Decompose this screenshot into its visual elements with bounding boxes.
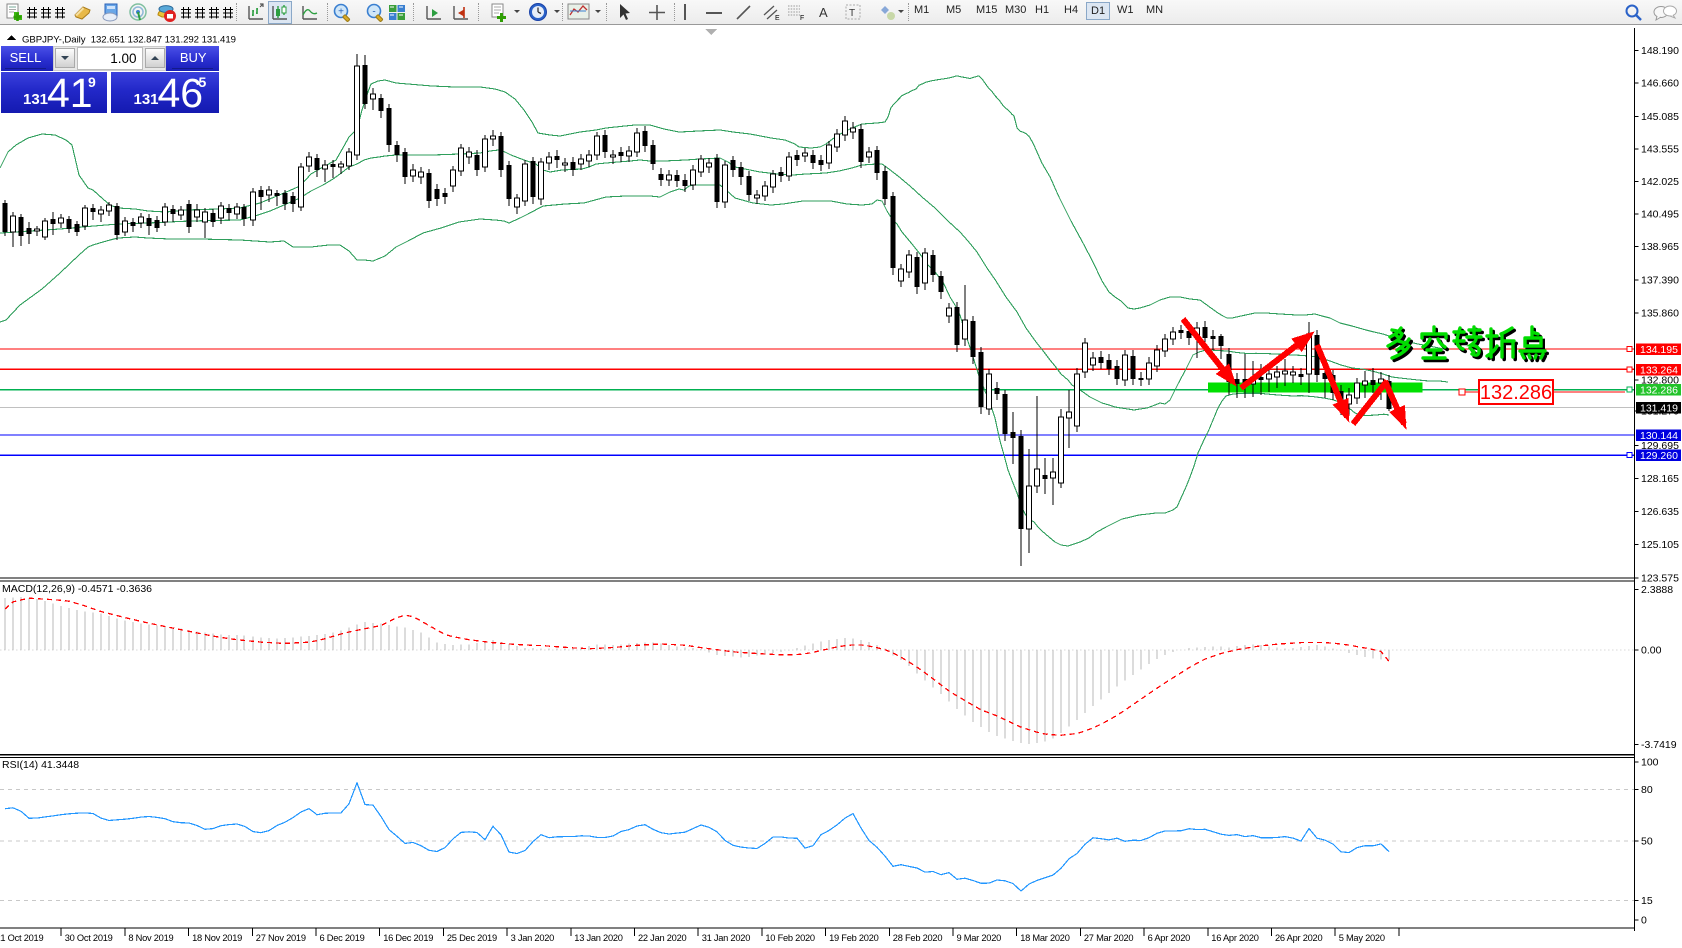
svg-text:3 Jan 2020: 3 Jan 2020 — [511, 933, 555, 943]
svg-text:GBPJPY-,Daily 132.651 132.847: GBPJPY-,Daily 132.651 132.847 131.292 13… — [22, 35, 236, 46]
svg-text:137.390: 137.390 — [1641, 275, 1679, 287]
svg-text:125.105: 125.105 — [1641, 539, 1679, 551]
svg-text:13 Jan 2020: 13 Jan 2020 — [574, 933, 623, 943]
svg-text:30 Oct 2019: 30 Oct 2019 — [65, 933, 113, 943]
svg-text:134.195: 134.195 — [1640, 344, 1678, 356]
svg-text:28 Feb 2020: 28 Feb 2020 — [893, 933, 943, 943]
svg-text:123.575: 123.575 — [1641, 572, 1679, 584]
svg-text:-: - — [372, 7, 375, 18]
svg-text:MACD(12,26,9) -0.4571 -0.3636: MACD(12,26,9) -0.4571 -0.3636 — [2, 583, 152, 595]
svg-text:132.800: 132.800 — [1641, 375, 1679, 387]
svg-text:131.419: 131.419 — [1640, 403, 1678, 415]
svg-text:143.555: 143.555 — [1641, 144, 1679, 156]
svg-text:138.965: 138.965 — [1641, 241, 1679, 253]
svg-text:126.635: 126.635 — [1641, 506, 1679, 518]
svg-text:133.264: 133.264 — [1640, 364, 1678, 376]
svg-text:100: 100 — [1641, 757, 1659, 769]
svg-text:9 Mar 2020: 9 Mar 2020 — [957, 933, 1002, 943]
svg-text:132.286: 132.286 — [1640, 385, 1678, 397]
svg-text:10 Feb 2020: 10 Feb 2020 — [765, 933, 815, 943]
svg-text:148.190: 148.190 — [1641, 45, 1679, 57]
svg-text:16 Dec 2019: 16 Dec 2019 — [383, 933, 433, 943]
svg-text:132.286: 132.286 — [1480, 382, 1552, 404]
svg-text:80: 80 — [1641, 784, 1653, 796]
svg-text:F: F — [800, 15, 804, 22]
svg-text:2.3888: 2.3888 — [1641, 584, 1673, 596]
svg-text:128.165: 128.165 — [1641, 473, 1679, 485]
svg-text:21 Oct 2019: 21 Oct 2019 — [0, 933, 43, 943]
svg-text:129.260: 129.260 — [1640, 450, 1678, 462]
svg-text:26 Apr 2020: 26 Apr 2020 — [1275, 933, 1322, 943]
svg-text:25 Dec 2019: 25 Dec 2019 — [447, 933, 497, 943]
svg-text:130.144: 130.144 — [1640, 430, 1678, 442]
svg-text:0: 0 — [1641, 915, 1647, 927]
svg-text:E: E — [775, 15, 780, 22]
svg-text:18 Mar 2020: 18 Mar 2020 — [1020, 933, 1070, 943]
svg-text:135.860: 135.860 — [1641, 307, 1679, 319]
svg-text:8 Nov 2019: 8 Nov 2019 — [128, 933, 173, 943]
svg-text:RSI(14) 41.3448: RSI(14) 41.3448 — [2, 759, 79, 771]
svg-text:+: + — [338, 7, 344, 18]
svg-text:146.660: 146.660 — [1641, 78, 1679, 90]
svg-text:19 Feb 2020: 19 Feb 2020 — [829, 933, 879, 943]
svg-text:6 Apr 2020: 6 Apr 2020 — [1148, 933, 1191, 943]
svg-text:T: T — [849, 8, 855, 19]
svg-text:18 Nov 2019: 18 Nov 2019 — [192, 933, 242, 943]
svg-text:16 Apr 2020: 16 Apr 2020 — [1211, 933, 1258, 943]
svg-text:0.00: 0.00 — [1641, 645, 1662, 657]
svg-text:-3.7419: -3.7419 — [1641, 739, 1677, 751]
svg-text:145.085: 145.085 — [1641, 111, 1679, 123]
svg-text:6 Dec 2019: 6 Dec 2019 — [320, 933, 365, 943]
svg-text:142.025: 142.025 — [1641, 176, 1679, 188]
svg-text:15: 15 — [1641, 895, 1653, 907]
svg-text:27 Nov 2019: 27 Nov 2019 — [256, 933, 306, 943]
svg-text:5 May 2020: 5 May 2020 — [1339, 933, 1385, 943]
svg-text:140.495: 140.495 — [1641, 209, 1679, 221]
svg-text:129.695: 129.695 — [1641, 440, 1679, 452]
svg-text:50: 50 — [1641, 836, 1653, 848]
svg-text:27 Mar 2020: 27 Mar 2020 — [1084, 933, 1134, 943]
svg-text:22 Jan 2020: 22 Jan 2020 — [638, 933, 687, 943]
svg-text:31 Jan 2020: 31 Jan 2020 — [702, 933, 751, 943]
